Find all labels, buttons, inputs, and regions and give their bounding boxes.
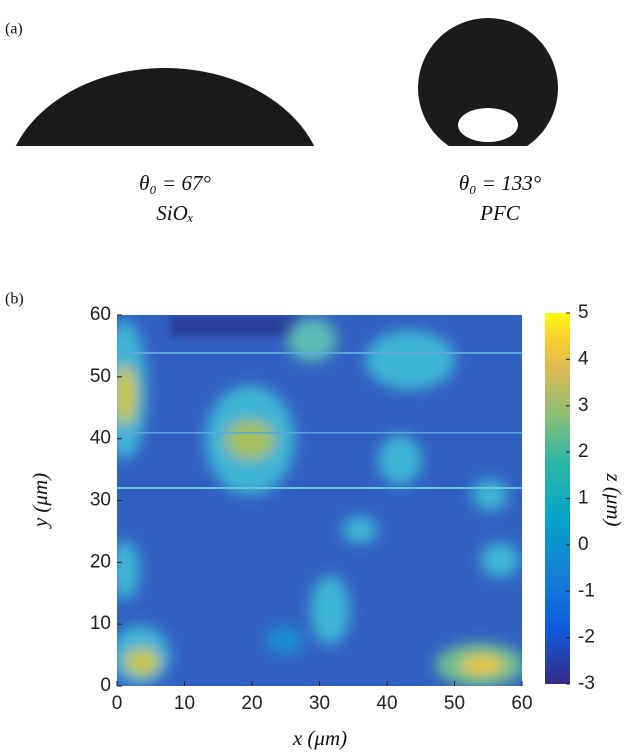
y-tick-label: 60 xyxy=(90,304,111,325)
material: SiOₓ xyxy=(156,201,193,225)
y-tick-label: 40 xyxy=(90,428,111,449)
x-tick-label: 40 xyxy=(376,693,397,714)
x-tick-label: 60 xyxy=(511,693,532,714)
x-tick-label: 30 xyxy=(309,693,330,714)
droplet-sio xyxy=(15,68,315,146)
droplet-reflection xyxy=(458,108,518,142)
colorbar-tick-label: 0 xyxy=(578,534,589,555)
x-tick-label: 20 xyxy=(241,693,262,714)
x-tick-label: 10 xyxy=(174,693,195,714)
colorbar-tick-label: -3 xyxy=(578,673,595,694)
colorbar-tick-label: -1 xyxy=(578,580,595,601)
colorbar-tick-label: 5 xyxy=(578,302,589,323)
colorbar-tick-label: 4 xyxy=(578,348,589,369)
colorbar-tick-label: -2 xyxy=(578,627,595,648)
panel-label: (b) xyxy=(5,291,24,308)
colorbar-tick-label: 2 xyxy=(578,441,589,462)
axes: 0 10 20 30 40 50 60 0 10 20 30 40 50 60 -3 -2 -1 0 1 2 3 4 5 xyxy=(90,302,595,714)
y-tick-label: 30 xyxy=(90,490,111,511)
colorbar xyxy=(545,313,570,684)
y-tick-label: 10 xyxy=(90,613,111,634)
panel-label: (a) xyxy=(5,21,23,38)
x-axis-label: x (μm) xyxy=(292,726,347,750)
y-tick-label: 50 xyxy=(90,366,111,387)
y-tick-label: 20 xyxy=(90,551,111,572)
x-tick-label: 50 xyxy=(444,693,465,714)
contact-angle: θ₀ = 67° xyxy=(139,171,211,195)
droplet-images xyxy=(15,18,558,146)
colorbar-label: z (μm) xyxy=(602,472,626,526)
contact-angle: θ₀ = 133° xyxy=(459,171,542,195)
x-tick-label: 0 xyxy=(112,693,123,714)
y-axis-label: y (μm) xyxy=(28,473,52,529)
y-tick-label: 0 xyxy=(100,675,111,696)
droplet-pfc xyxy=(418,18,558,146)
material: PFC xyxy=(479,201,521,225)
colorbar-tick-label: 3 xyxy=(578,395,589,416)
colorbar-tick-label: 1 xyxy=(578,488,589,509)
height-map xyxy=(117,315,522,686)
